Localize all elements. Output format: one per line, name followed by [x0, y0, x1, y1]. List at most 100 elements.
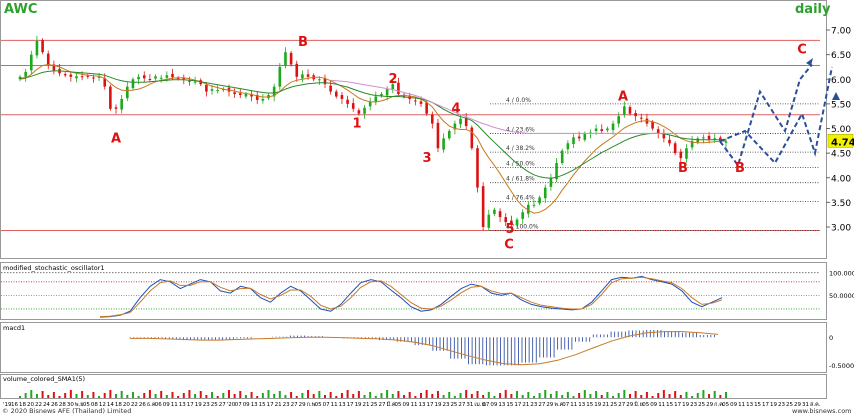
moving-averages — [19, 63, 727, 214]
date-tick-label: 14 — [107, 402, 114, 408]
date-axis: '19 16 18 20 22 24 26 28 30 พ.ย.05 08 12 14 18 20 22 26 ธ… — [3, 401, 821, 408]
volume-bar — [211, 392, 214, 398]
volume-bar — [222, 393, 225, 398]
candle-body — [639, 117, 643, 119]
volume-bar — [329, 392, 332, 398]
volume-bar — [448, 392, 451, 398]
candle-body — [459, 118, 462, 125]
candle-body — [368, 101, 372, 107]
date-tick-label: 19 — [770, 402, 777, 408]
volume-bar — [30, 390, 33, 398]
volume-bar — [19, 396, 21, 398]
candle-body — [154, 76, 157, 79]
volume-bar — [340, 393, 343, 398]
volume-bar — [52, 392, 55, 398]
date-tick-label: 09 — [730, 402, 737, 408]
volume-bar — [216, 396, 219, 398]
volume-bar — [120, 391, 123, 398]
volume-bar — [363, 395, 366, 398]
volume-bar — [674, 391, 677, 398]
candle-body — [617, 116, 620, 124]
candle-body — [566, 143, 570, 150]
projection-arrowhead — [806, 58, 813, 66]
volume-bar — [35, 394, 38, 398]
date-tick-label: 27 — [458, 402, 465, 408]
price-axis: 7.00 6.50 6.00 5.50 5.00 4.50 4.00 3.50 3.00 4.74 — [826, 27, 854, 234]
volume-bar — [504, 390, 507, 398]
price-tick-label: 4.50 — [831, 150, 851, 160]
date-tick-label: 26 — [139, 402, 146, 408]
volume-bar — [126, 395, 129, 398]
volume-bar — [256, 396, 259, 398]
candle-body — [103, 78, 107, 87]
volume-bar — [544, 390, 547, 398]
candle-body — [504, 217, 508, 223]
candle-body — [142, 75, 146, 79]
volume-bar — [24, 393, 27, 398]
volume-bar — [453, 396, 456, 398]
date-tick-label: 25 — [786, 402, 793, 408]
candle-body — [543, 187, 547, 199]
date-tick-label: 27 — [291, 402, 298, 408]
date-tick-label: 27 — [379, 402, 386, 408]
volume-bar — [312, 394, 315, 398]
date-tick-label: 19 — [195, 402, 202, 408]
candle-body — [261, 98, 265, 101]
date-tick-label: 15 — [506, 402, 513, 408]
candle-body — [594, 128, 598, 131]
candle-body — [702, 137, 705, 139]
volume-bar — [205, 395, 208, 398]
candle-body — [295, 63, 299, 77]
candle-body — [69, 74, 73, 77]
volume-bar — [374, 396, 377, 398]
volume-bar — [702, 390, 705, 398]
volume-bar — [589, 394, 592, 398]
candle-body — [278, 66, 282, 87]
volume-bar — [493, 396, 496, 398]
projection-path — [719, 66, 833, 165]
candle-body — [385, 89, 389, 96]
volume-bar — [391, 394, 394, 398]
volume-bar — [532, 396, 535, 398]
volume-bar — [645, 392, 648, 398]
volume-bar — [679, 395, 682, 398]
volume-bar — [64, 393, 67, 398]
last-price-label: 4.74 — [831, 137, 854, 148]
candle-body — [171, 73, 174, 78]
candle-body — [114, 107, 118, 109]
date-tick-label: 23 — [778, 402, 785, 408]
candle-body — [120, 98, 123, 110]
volume-bar — [318, 391, 321, 398]
date-tick-label: ก.พ. — [307, 402, 318, 408]
volume-bar — [357, 391, 360, 398]
candle-body — [188, 80, 191, 82]
candle-body — [176, 78, 180, 80]
stochastic-tick-label: 50.0000 — [829, 292, 854, 300]
sma-mid-line — [19, 70, 726, 179]
candle-body — [205, 84, 208, 92]
candle-body — [436, 122, 440, 149]
period-label: daily — [795, 2, 831, 17]
volume-bar — [487, 392, 490, 398]
date-tick-label: 16 — [11, 402, 18, 408]
date-tick-label: 20 — [123, 402, 130, 408]
volume-bar — [295, 396, 298, 398]
volume-bar — [719, 395, 722, 398]
macd-tick-label: 0 — [829, 334, 833, 342]
volume-bar — [561, 395, 564, 398]
date-tick-label: 29 — [706, 402, 713, 408]
volume-bar — [668, 394, 671, 398]
volume-bar — [459, 393, 462, 398]
date-tick-label: 17 — [267, 402, 274, 408]
stochastic-panel — [0, 262, 827, 320]
candle-body — [577, 136, 581, 139]
date-tick-label: 17 — [187, 402, 194, 408]
candle-body — [606, 128, 609, 131]
candle-body — [713, 138, 717, 141]
date-tick-label: 11 — [410, 402, 417, 408]
volume-bar — [436, 391, 439, 398]
volume-bar — [685, 392, 688, 398]
date-tick-label: 11 — [570, 402, 577, 408]
volume-bar — [691, 396, 694, 398]
